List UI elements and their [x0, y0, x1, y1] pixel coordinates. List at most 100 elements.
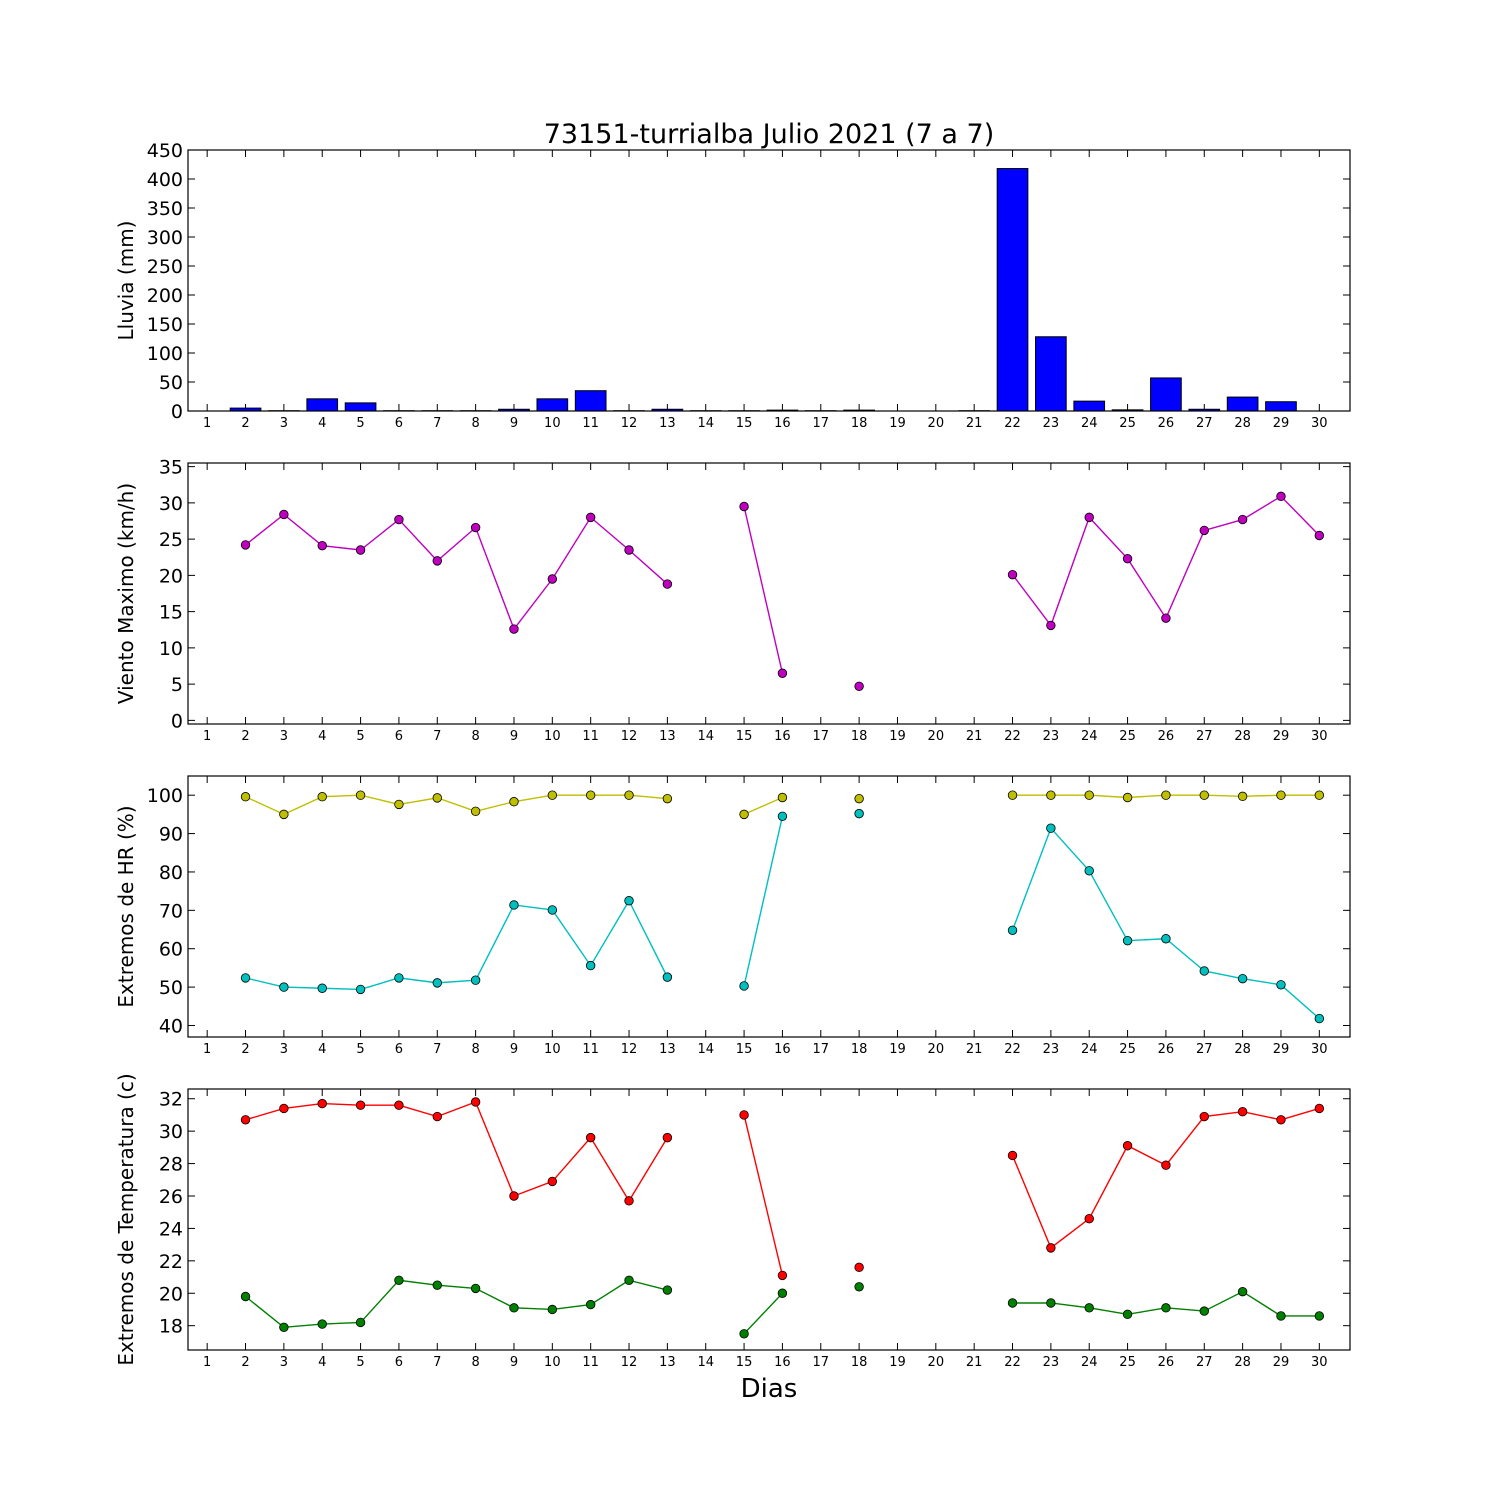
x-tick-label: 20	[928, 1042, 945, 1057]
data-point	[624, 545, 634, 555]
y-tick-label: 100	[147, 343, 183, 365]
x-tick-label: 21	[966, 416, 983, 431]
data-point	[470, 806, 481, 817]
data-point	[1122, 1309, 1133, 1320]
x-tick-label: 28	[1234, 416, 1251, 431]
x-tick-label: 25	[1119, 1355, 1136, 1370]
x-tick-label: 22	[1004, 1042, 1021, 1057]
data-point	[509, 1191, 519, 1201]
x-tick-label: 11	[582, 729, 599, 744]
y-tick-label: 30	[159, 493, 183, 515]
x-tick-label: 24	[1081, 1042, 1098, 1057]
x-tick-label: 19	[889, 416, 906, 431]
data-point	[1199, 1111, 1209, 1122]
x-tick-label: 29	[1273, 1355, 1290, 1370]
y-tick-label: 90	[159, 824, 183, 846]
data-point	[432, 1111, 442, 1122]
x-tick-label: 4	[318, 1355, 326, 1370]
x-tick-label: 10	[544, 729, 561, 744]
data-point	[585, 512, 596, 523]
data-point	[279, 1103, 289, 1114]
data-point	[1084, 866, 1094, 876]
data-point	[355, 790, 366, 800]
y-tick-label: 0	[171, 710, 183, 732]
x-tick-label: 30	[1311, 729, 1328, 744]
y-tick-label: 20	[159, 565, 183, 587]
data-point	[1199, 1306, 1209, 1316]
x-tick-label: 26	[1158, 1355, 1175, 1370]
data-point	[317, 792, 327, 802]
plot-frame	[187, 775, 1351, 1038]
data-point	[432, 1280, 442, 1290]
data-point	[1237, 1106, 1248, 1117]
data-point	[1314, 1103, 1325, 1114]
x-tick-label: 2	[241, 416, 249, 431]
data-point	[317, 983, 327, 993]
x-tick-label: 4	[318, 729, 326, 744]
y-tick-label: 70	[159, 900, 183, 922]
x-tick-label: 16	[774, 1355, 791, 1370]
x-tick-label: 7	[433, 729, 441, 744]
y-tick-label: 22	[159, 1251, 183, 1273]
x-tick-label: 9	[510, 416, 518, 431]
series-line	[1011, 1107, 1320, 1249]
x-tick-label: 12	[621, 416, 638, 431]
bar	[1226, 396, 1259, 412]
y-tick-label: 100	[147, 785, 183, 807]
bar	[996, 168, 1029, 412]
data-point	[1007, 790, 1018, 800]
x-tick-label: 12	[621, 729, 638, 744]
x-tick-label: 3	[280, 1042, 288, 1057]
series-line	[743, 816, 784, 987]
y-axis-label: Lluvia (mm)	[114, 221, 138, 341]
data-point	[1276, 1311, 1286, 1321]
x-tick-label: 12	[621, 1042, 638, 1057]
data-point	[432, 793, 442, 803]
data-point	[355, 1100, 366, 1110]
x-tick-label: 13	[659, 1355, 676, 1370]
x-tick-label: 3	[280, 1355, 288, 1370]
x-tick-label: 17	[812, 1355, 829, 1370]
data-point	[1007, 925, 1018, 935]
data-point	[355, 545, 366, 555]
data-point	[1237, 791, 1248, 802]
data-point	[854, 1262, 864, 1273]
y-tick-label: 25	[159, 529, 183, 551]
data-point	[854, 793, 864, 804]
y-tick-label: 0	[171, 401, 183, 423]
x-tick-label: 19	[889, 1042, 906, 1057]
data-point	[1084, 1213, 1094, 1224]
data-point	[1314, 1311, 1325, 1321]
x-tick-label: 15	[736, 729, 753, 744]
data-point	[279, 809, 289, 820]
data-point	[624, 1275, 634, 1285]
x-tick-label: 21	[966, 729, 983, 744]
data-point	[470, 1283, 481, 1294]
x-tick-label: 15	[736, 1355, 753, 1370]
data-point	[355, 1317, 366, 1328]
y-tick-label: 350	[147, 198, 183, 220]
data-point	[547, 1304, 558, 1315]
bar	[306, 398, 339, 412]
data-point	[279, 1322, 289, 1333]
x-tick-label: 26	[1158, 416, 1175, 431]
x-tick-label: 4	[318, 416, 326, 431]
y-tick-label: 50	[159, 977, 183, 999]
x-tick-label: 27	[1196, 416, 1213, 431]
data-point	[1199, 966, 1209, 976]
x-tick-label: 22	[1004, 729, 1021, 744]
x-tick-label: 8	[471, 416, 479, 431]
x-tick-label: 18	[851, 416, 868, 431]
y-tick-label: 18	[159, 1316, 183, 1338]
x-tick-label: 7	[433, 416, 441, 431]
x-tick-label: 6	[395, 416, 403, 431]
data-point	[1314, 1013, 1325, 1024]
data-point	[1161, 613, 1171, 623]
data-point	[585, 960, 596, 971]
data-point	[394, 514, 404, 525]
y-tick-label: 40	[159, 1015, 183, 1037]
x-tick-label: 23	[1043, 729, 1060, 744]
x-tick-label: 4	[318, 1042, 326, 1057]
